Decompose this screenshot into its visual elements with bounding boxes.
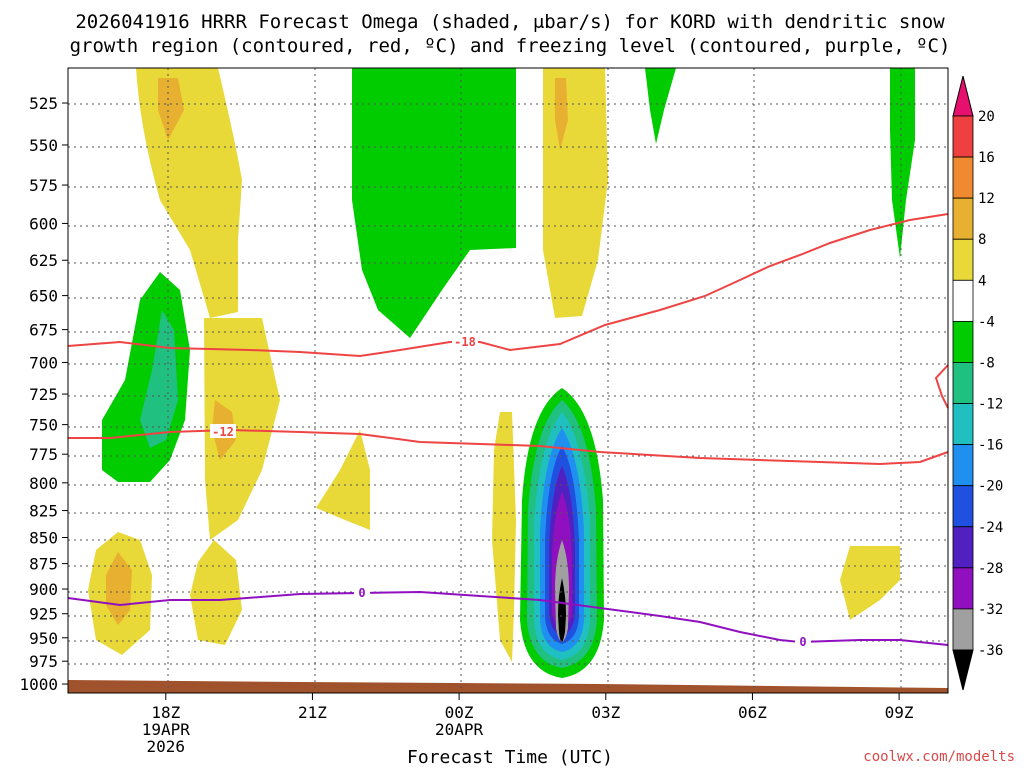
x-tick-label: 00Z <box>445 703 474 722</box>
colorbar-label: 8 <box>978 232 986 248</box>
colorbar-label: 4 <box>978 273 986 289</box>
colorbar-label: -28 <box>978 561 1003 577</box>
contour-minus18 <box>67 213 949 358</box>
y-tick-label: 600 <box>29 214 58 233</box>
y-tick-label: 550 <box>29 136 58 155</box>
colorbar-label: 20 <box>978 109 995 125</box>
omega-neg-region-1 <box>352 68 516 338</box>
chart-title-line1: 2026041916 HRRR Forecast Omega (shaded, … <box>75 11 945 33</box>
contour-minus18-label: -18 <box>454 335 476 349</box>
omega-neg-region-3 <box>890 68 915 258</box>
contour-freezing-label-2: 0 <box>799 635 806 649</box>
contour-minus12-label: -12 <box>212 425 234 439</box>
omega-pos-region-3-core <box>555 78 568 150</box>
x-tick-label: 2026 <box>147 737 186 756</box>
omega-pos-region-8 <box>840 546 900 620</box>
colorbar-swatch <box>952 567 974 610</box>
y-tick-label: 750 <box>29 416 58 435</box>
y-tick-label: 650 <box>29 287 58 306</box>
x-tick-label: 18Z <box>151 703 180 722</box>
colorbar-label: -4 <box>978 314 995 330</box>
colorbar-label: -32 <box>978 602 1003 618</box>
colorbar-swatch <box>952 320 974 363</box>
y-tick-label: 900 <box>29 580 58 599</box>
ground-surface <box>68 680 948 693</box>
omega-pos-region-4 <box>316 430 370 530</box>
colorbar-swatch <box>952 156 974 199</box>
colorbar-swatch <box>952 238 974 281</box>
y-tick-label: 825 <box>29 502 58 521</box>
y-tick-label: 925 <box>29 605 58 624</box>
x-axis-label: Forecast Time (UTC) <box>407 747 613 768</box>
y-tick-label: 1000 <box>19 675 58 694</box>
y-tick-label: 975 <box>29 652 58 671</box>
colorbar-swatch <box>952 197 974 240</box>
colorbar-swatch <box>952 526 974 569</box>
x-tick-label: 06Z <box>738 703 767 722</box>
y-tick-label: 625 <box>29 251 58 270</box>
y-tick-label: 950 <box>29 629 58 648</box>
colorbar-top-arrow <box>952 75 974 117</box>
colorbar-swatch <box>952 403 974 446</box>
omega-pos-region-1 <box>136 68 242 318</box>
colorbar-swatch <box>952 279 974 322</box>
y-tick-label: 575 <box>29 176 58 195</box>
colorbar: 20 16 12 8 4 -4 -8 -12 -16 -20 -24 -28 -32 -36 <box>952 75 1003 691</box>
colorbar-label: -20 <box>978 479 1003 495</box>
colorbar-bottom-arrow <box>952 649 974 691</box>
plot-area: -18 -12 0 0 <box>67 67 949 694</box>
y-axis-ticks: 525 550 575 600 625 650 675 700 725 750 775 800 825 8… <box>19 94 68 694</box>
colorbar-label: 12 <box>978 191 995 207</box>
omega-pos-region-2 <box>204 318 280 540</box>
x-tick-label: 03Z <box>591 703 620 722</box>
omega-pos-region-6-core <box>106 552 132 625</box>
omega-pos-region-1-core <box>158 78 184 140</box>
x-tick-label: 19APR <box>142 720 191 739</box>
credit-text: coolwx.com/modelts <box>863 749 1015 765</box>
colorbar-swatch <box>952 608 974 651</box>
omega-neg-column-black <box>558 578 566 642</box>
chart-title-line2: growth region (contoured, red, ºC) and f… <box>70 35 951 57</box>
colorbar-swatch <box>952 485 974 528</box>
contour-minus12-edge <box>934 364 949 409</box>
y-tick-label: 775 <box>29 445 58 464</box>
x-tick-label: 21Z <box>298 703 327 722</box>
colorbar-label: -12 <box>978 397 1003 413</box>
colorbar-label: -36 <box>978 643 1003 659</box>
omega-pos-region-7 <box>190 540 242 645</box>
omega-pos-region-5 <box>492 412 516 662</box>
colorbar-label: -24 <box>978 520 1003 536</box>
colorbar-label: -8 <box>978 355 995 371</box>
gridlines <box>68 68 948 693</box>
y-tick-label: 525 <box>29 94 58 113</box>
colorbar-swatch <box>952 444 974 487</box>
y-tick-label: 875 <box>29 555 58 574</box>
colorbar-label: 16 <box>978 150 995 166</box>
contour-freezing-label-1: 0 <box>358 586 365 600</box>
x-tick-label: 09Z <box>885 703 914 722</box>
x-tick-label: 20APR <box>435 720 484 739</box>
colorbar-label: -16 <box>978 438 1003 454</box>
y-tick-label: 725 <box>29 385 58 404</box>
y-tick-label: 850 <box>29 528 58 547</box>
colorbar-swatch <box>952 115 974 158</box>
colorbar-swatch <box>952 362 974 404</box>
omega-neg-region-2 <box>645 68 676 144</box>
y-tick-label: 675 <box>29 321 58 340</box>
y-tick-label: 800 <box>29 474 58 493</box>
y-tick-label: 700 <box>29 353 58 372</box>
